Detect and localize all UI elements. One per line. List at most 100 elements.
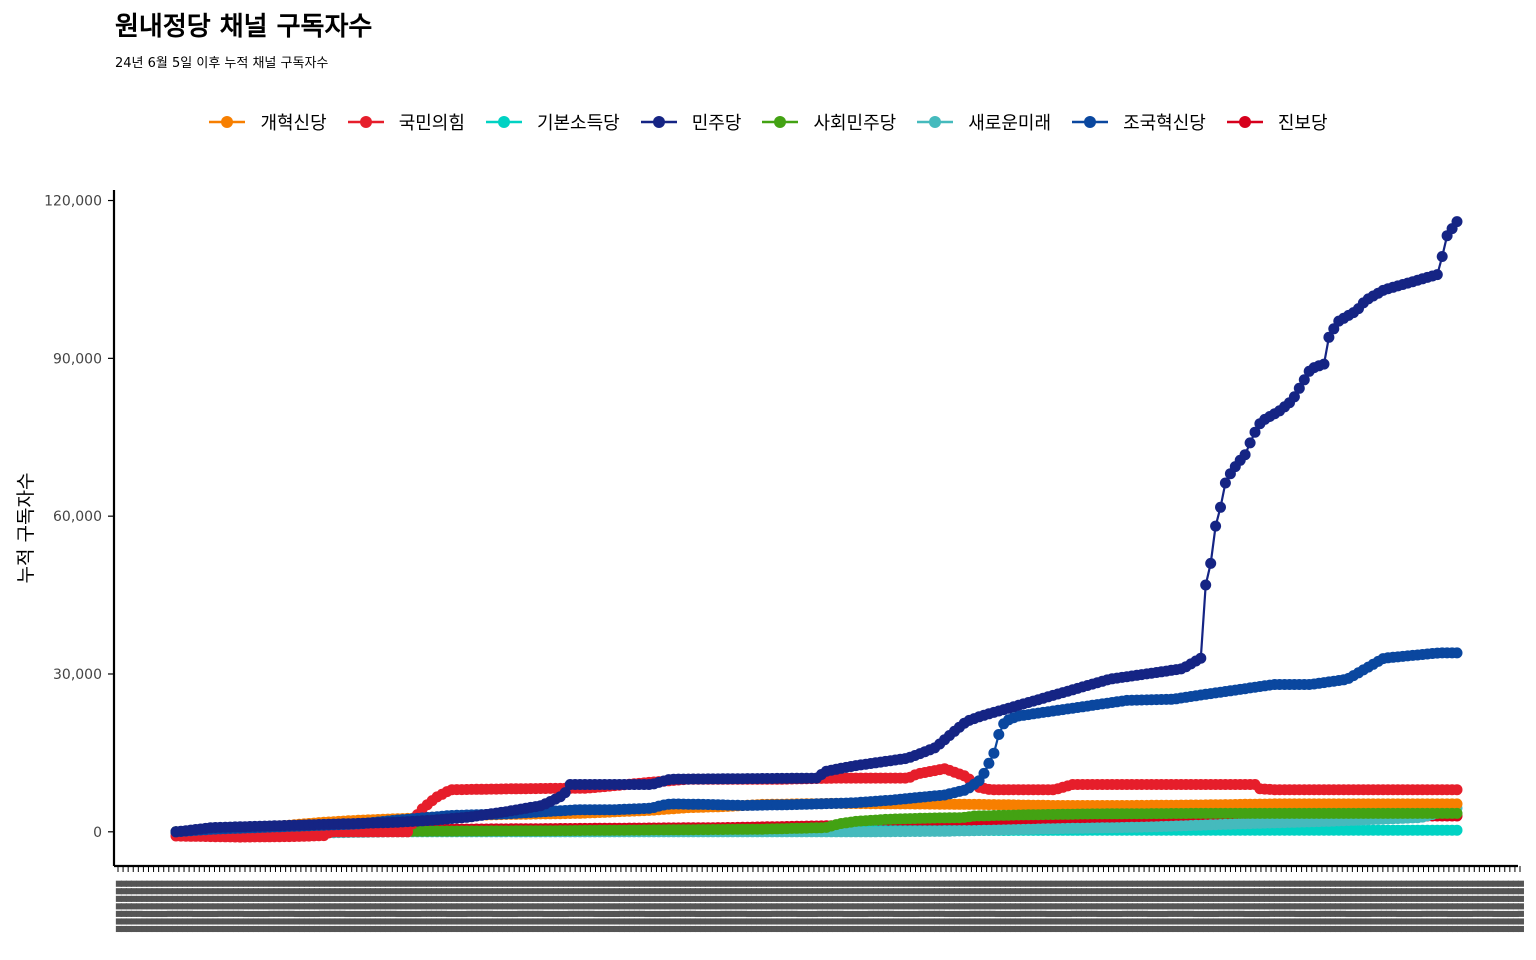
x-tick-label: ■■■■■■■ bbox=[1094, 880, 1103, 933]
data-point bbox=[1451, 798, 1463, 810]
legend-label: 기본소득당 bbox=[536, 113, 620, 134]
x-tick-label: ■■■■■■■ bbox=[1277, 880, 1286, 933]
x-tick-label: ■■■■■■■ bbox=[241, 880, 250, 933]
x-tick-label: ■■■■■■■ bbox=[256, 880, 265, 933]
x-tick-label: ■■■■■■■ bbox=[647, 880, 656, 933]
y-tick-label: 90,000 bbox=[53, 351, 102, 367]
x-tick-label: ■■■■■■■ bbox=[891, 880, 900, 933]
data-point bbox=[1436, 251, 1448, 262]
x-tick-label: ■■■■■■■ bbox=[1267, 880, 1276, 933]
legend-item: 조국혁신당 bbox=[1071, 109, 1206, 135]
x-tick-label: ■■■■■■■ bbox=[185, 880, 194, 933]
x-tick-label: ■■■■■■■ bbox=[800, 880, 809, 933]
x-tick-label: ■■■■■■■ bbox=[1054, 880, 1063, 933]
x-tick-label: ■■■■■■■ bbox=[917, 880, 926, 933]
x-tick-label: ■■■■■■■ bbox=[1419, 880, 1428, 933]
x-tick-label: ■■■■■■■ bbox=[195, 880, 204, 933]
x-tick-label: ■■■■■■■ bbox=[515, 880, 524, 933]
x-tick-label: ■■■■■■■ bbox=[500, 880, 509, 933]
x-tick-label: ■■■■■■■ bbox=[150, 880, 159, 933]
x-tick-label: ■■■■■■■ bbox=[1343, 880, 1352, 933]
x-tick-label: ■■■■■■■ bbox=[205, 880, 214, 933]
x-tick-label: ■■■■■■■ bbox=[1272, 880, 1281, 933]
x-tick-label: ■■■■■■■ bbox=[251, 880, 260, 933]
x-tick-label: ■■■■■■■ bbox=[490, 880, 499, 933]
x-tick-label: ■■■■■■■ bbox=[525, 880, 534, 933]
x-tick-label: ■■■■■■■ bbox=[983, 880, 992, 933]
x-tick-label: ■■■■■■■ bbox=[1003, 880, 1012, 933]
x-tick-label: ■■■■■■■ bbox=[1440, 880, 1449, 933]
x-tick-label: ■■■■■■■ bbox=[170, 880, 179, 933]
x-tick-label: ■■■■■■■ bbox=[1486, 880, 1495, 933]
x-tick-label: ■■■■■■■ bbox=[414, 880, 423, 933]
x-tick-label: ■■■■■■■ bbox=[1435, 880, 1444, 933]
x-tick-label: ■■■■■■■ bbox=[1333, 880, 1342, 933]
x-tick-label: ■■■■■■■ bbox=[144, 880, 153, 933]
x-tick-label: ■■■■■■■ bbox=[1120, 880, 1129, 933]
x-tick-label: ■■■■■■■ bbox=[1348, 880, 1357, 933]
data-point bbox=[1451, 216, 1463, 228]
x-tick-label: ■■■■■■■ bbox=[1028, 880, 1037, 933]
x-tick-label: ■■■■■■■ bbox=[155, 880, 164, 933]
x-tick-label: ■■■■■■■ bbox=[368, 880, 377, 933]
x-tick-label: ■■■■■■■ bbox=[734, 880, 743, 933]
x-tick-label: ■■■■■■■ bbox=[1298, 880, 1307, 933]
x-tick-label: ■■■■■■■ bbox=[200, 880, 209, 933]
x-tick-label: ■■■■■■■ bbox=[1226, 880, 1235, 933]
x-tick-label: ■■■■■■■ bbox=[683, 880, 692, 933]
x-tick-label: ■■■■■■■ bbox=[947, 880, 956, 933]
x-tick-label: ■■■■■■■ bbox=[1191, 880, 1200, 933]
x-tick-label: ■■■■■■■ bbox=[1506, 880, 1515, 933]
x-tick-label: ■■■■■■■ bbox=[475, 880, 484, 933]
x-tick-label: ■■■■■■■ bbox=[409, 880, 418, 933]
x-tick-label: ■■■■■■■ bbox=[785, 880, 794, 933]
legend-item: 민주당 bbox=[640, 109, 741, 135]
x-tick-label: ■■■■■■■ bbox=[1389, 880, 1398, 933]
legend-label: 새로운미래 bbox=[968, 113, 1052, 134]
x-tick-label: ■■■■■■■ bbox=[1013, 880, 1022, 933]
x-tick-label: ■■■■■■■ bbox=[673, 880, 682, 933]
x-tick-label: ■■■■■■■ bbox=[820, 880, 829, 933]
x-tick-label: ■■■■■■■ bbox=[1460, 880, 1469, 933]
x-tick-label: ■■■■■■■ bbox=[815, 880, 824, 933]
x-tick-label: ■■■■■■■ bbox=[277, 880, 286, 933]
x-tick-label: ■■■■■■■ bbox=[546, 880, 555, 933]
x-tick-label: ■■■■■■■ bbox=[1247, 880, 1256, 933]
x-tick-label: ■■■■■■■ bbox=[1211, 880, 1220, 933]
x-tick-label: ■■■■■■■ bbox=[1145, 880, 1154, 933]
x-tick-label: ■■■■■■■ bbox=[835, 880, 844, 933]
x-tick-label: ■■■■■■■ bbox=[1069, 880, 1078, 933]
x-tick-label: ■■■■■■■ bbox=[1115, 880, 1124, 933]
data-point bbox=[1210, 520, 1222, 532]
x-tick-label: ■■■■■■■ bbox=[861, 880, 870, 933]
x-tick-label: ■■■■■■■ bbox=[1110, 880, 1119, 933]
x-tick-label: ■■■■■■■ bbox=[1303, 880, 1312, 933]
x-tick-label: ■■■■■■■ bbox=[708, 880, 717, 933]
x-tick-label: ■■■■■■■ bbox=[1318, 880, 1327, 933]
x-tick-label: ■■■■■■■ bbox=[688, 880, 697, 933]
data-point bbox=[1293, 382, 1305, 394]
data-point bbox=[1451, 647, 1463, 659]
x-tick-label: ■■■■■■■ bbox=[571, 880, 580, 933]
x-tick-label: ■■■■■■■ bbox=[1384, 880, 1393, 933]
x-tick-label: ■■■■■■■ bbox=[1074, 880, 1083, 933]
x-tick-label: ■■■■■■■ bbox=[165, 880, 174, 933]
x-tick-label: ■■■■■■■ bbox=[1399, 880, 1408, 933]
x-tick-label: ■■■■■■■ bbox=[612, 880, 621, 933]
x-tick-label: ■■■■■■■ bbox=[119, 880, 128, 933]
legend-key-icon bbox=[1072, 116, 1109, 128]
chart-subtitle: 24년 6월 5일 이후 누적 채널 구독자수 bbox=[115, 56, 329, 71]
x-tick-label: ■■■■■■■ bbox=[1206, 880, 1215, 933]
x-tick-label: ■■■■■■■ bbox=[698, 880, 707, 933]
x-tick-label: ■■■■■■■ bbox=[652, 880, 661, 933]
x-tick-label: ■■■■■■■ bbox=[805, 880, 814, 933]
x-tick-label: ■■■■■■■ bbox=[886, 880, 895, 933]
x-tick-label: ■■■■■■■ bbox=[1135, 880, 1144, 933]
data-point bbox=[1318, 358, 1330, 370]
x-tick-label: ■■■■■■■ bbox=[591, 880, 600, 933]
x-tick-label: ■■■■■■■ bbox=[668, 880, 677, 933]
x-tick-label: ■■■■■■■ bbox=[993, 880, 1002, 933]
x-tick-label: ■■■■■■■ bbox=[896, 880, 905, 933]
x-tick-label: ■■■■■■■ bbox=[871, 880, 880, 933]
x-tick-label: ■■■■■■■ bbox=[1160, 880, 1169, 933]
